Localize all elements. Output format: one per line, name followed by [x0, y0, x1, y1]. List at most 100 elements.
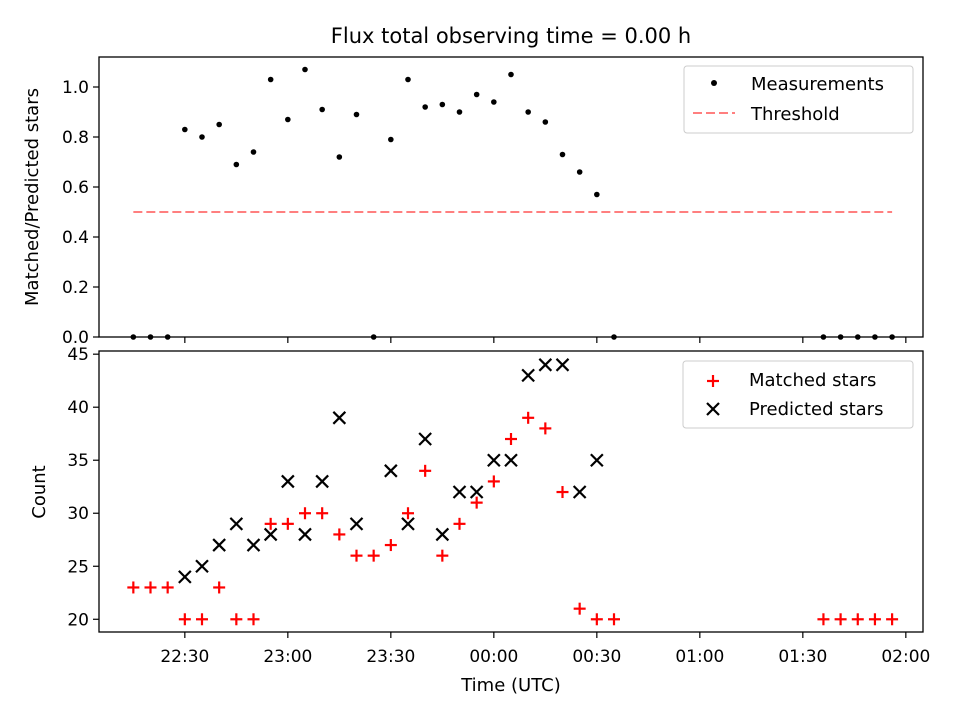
matched-star-point [127, 581, 140, 594]
matched-star-point [281, 517, 294, 530]
top-y-tick-label: 0.0 [62, 328, 89, 348]
matched-star-point [213, 581, 226, 594]
matched-star-point [230, 613, 243, 626]
predicted-star-point [212, 538, 226, 552]
bottom-plot-frame [98, 350, 924, 633]
measurement-point [182, 126, 188, 133]
bottom-y-axis-label: Count [29, 465, 50, 518]
predicted-star-point [521, 368, 535, 383]
matched-star-point [868, 613, 881, 626]
measurement-point [267, 76, 274, 83]
matched-star-point [247, 613, 260, 626]
top-y-tick-label: 0.8 [62, 128, 89, 148]
matched-star-point [539, 422, 552, 435]
measurement-point [508, 71, 514, 78]
predicted-star-point [263, 527, 278, 542]
matched-star-point [886, 613, 899, 626]
measurement-point [473, 91, 480, 98]
matched-star-point [264, 517, 277, 530]
predicted-legend-label: Predicted stars [749, 399, 883, 420]
measurement-point [594, 191, 600, 198]
matched-star-point [505, 433, 517, 446]
predicted-star-point [332, 411, 347, 425]
matched-star-points [127, 411, 899, 626]
bottom-x-ticks: 22:30 23:00 23:30 00:00 00:30 01:00 01:30 02:00 [160, 632, 930, 667]
top-x-tick-marks [184, 337, 907, 343]
matched-star-point [556, 486, 569, 499]
matched-star-point [522, 411, 535, 424]
top-y-tick-label: 1.0 [62, 78, 89, 98]
threshold-legend-label: Threshold [750, 104, 840, 125]
measurement-point [405, 76, 411, 83]
measurement-point [250, 149, 257, 155]
predicted-star-point [401, 517, 415, 531]
matched-star-point [590, 613, 603, 626]
predicted-star-point [452, 485, 467, 499]
matched-star-point [419, 464, 432, 477]
measurement-point [439, 101, 446, 108]
measurements-legend-label: Measurements [751, 74, 884, 95]
matched-star-point [851, 613, 864, 626]
matched-star-point [608, 613, 620, 626]
predicted-star-point [469, 485, 484, 499]
predicted-star-point [178, 570, 192, 584]
top-y-tick-label: 0.6 [62, 178, 89, 198]
matched-legend-marker [707, 375, 719, 387]
measurement-point [285, 116, 291, 123]
matched-star-point [316, 507, 329, 520]
matched-star-point [144, 581, 157, 594]
measurement-point [576, 169, 583, 175]
measurement-point [491, 99, 497, 105]
matched-star-point [196, 613, 208, 626]
measurement-point [199, 134, 205, 140]
x-tick-label: 22:30 [160, 647, 209, 667]
bottom-y-tick-label: 20 [67, 610, 89, 630]
matched-star-point [367, 549, 380, 562]
measurement-point [336, 154, 343, 160]
matched-star-point [161, 581, 174, 594]
matched-star-point [436, 549, 449, 562]
bottom-y-tick-label: 45 [67, 345, 89, 365]
predicted-star-point [229, 517, 244, 531]
predicted-star-point [298, 527, 312, 542]
bottom-y-tick-label: 35 [67, 451, 89, 471]
measurement-point [216, 121, 222, 128]
matched-star-point [384, 539, 397, 552]
top-chart-title: Flux total observing time = 0.00 h [331, 24, 691, 48]
top-axes: Flux total observing time = 0.00 h 0.0 0.… [22, 24, 924, 348]
matched-star-point [178, 613, 191, 626]
top-y-tick-label: 0.2 [62, 278, 89, 298]
top-legend: Measurements Threshold [683, 65, 914, 134]
matched-star-point [817, 613, 830, 626]
measurement-point [559, 151, 566, 158]
matched-star-point [470, 496, 483, 509]
predicted-star-point [538, 358, 553, 372]
x-tick-label: 00:30 [572, 647, 621, 667]
bottom-y-tick-label: 40 [67, 398, 89, 418]
predicted-star-point [246, 538, 261, 552]
bottom-legend-box [682, 360, 914, 429]
measurement-point [388, 136, 394, 143]
measurement-point [302, 66, 308, 73]
measurement-point [456, 109, 463, 115]
measurement-point [353, 111, 360, 118]
x-tick-label: 02:00 [881, 647, 930, 667]
matched-star-point [453, 517, 466, 530]
predicted-star-point [418, 432, 432, 446]
measurement-point [422, 104, 428, 110]
measurement-point [542, 119, 549, 125]
matched-star-point [573, 602, 586, 615]
measurement-point [233, 161, 240, 168]
bottom-y-tick-label: 30 [67, 504, 89, 524]
predicted-star-point [384, 464, 398, 478]
matched-star-point [402, 507, 414, 520]
x-tick-label: 23:00 [263, 647, 312, 667]
bottom-axes: 20 25 30 35 40 45 22:30 23:00 23:30 00:00 00:30 01… [29, 345, 930, 696]
bottom-legend: Matched stars Predicted stars [682, 360, 914, 429]
x-tick-label: 01:30 [778, 647, 827, 667]
measurements-legend-marker [711, 80, 717, 86]
predicted-legend-marker [706, 402, 720, 416]
matched-star-point [333, 528, 346, 541]
x-tick-label: 00:00 [469, 647, 518, 667]
